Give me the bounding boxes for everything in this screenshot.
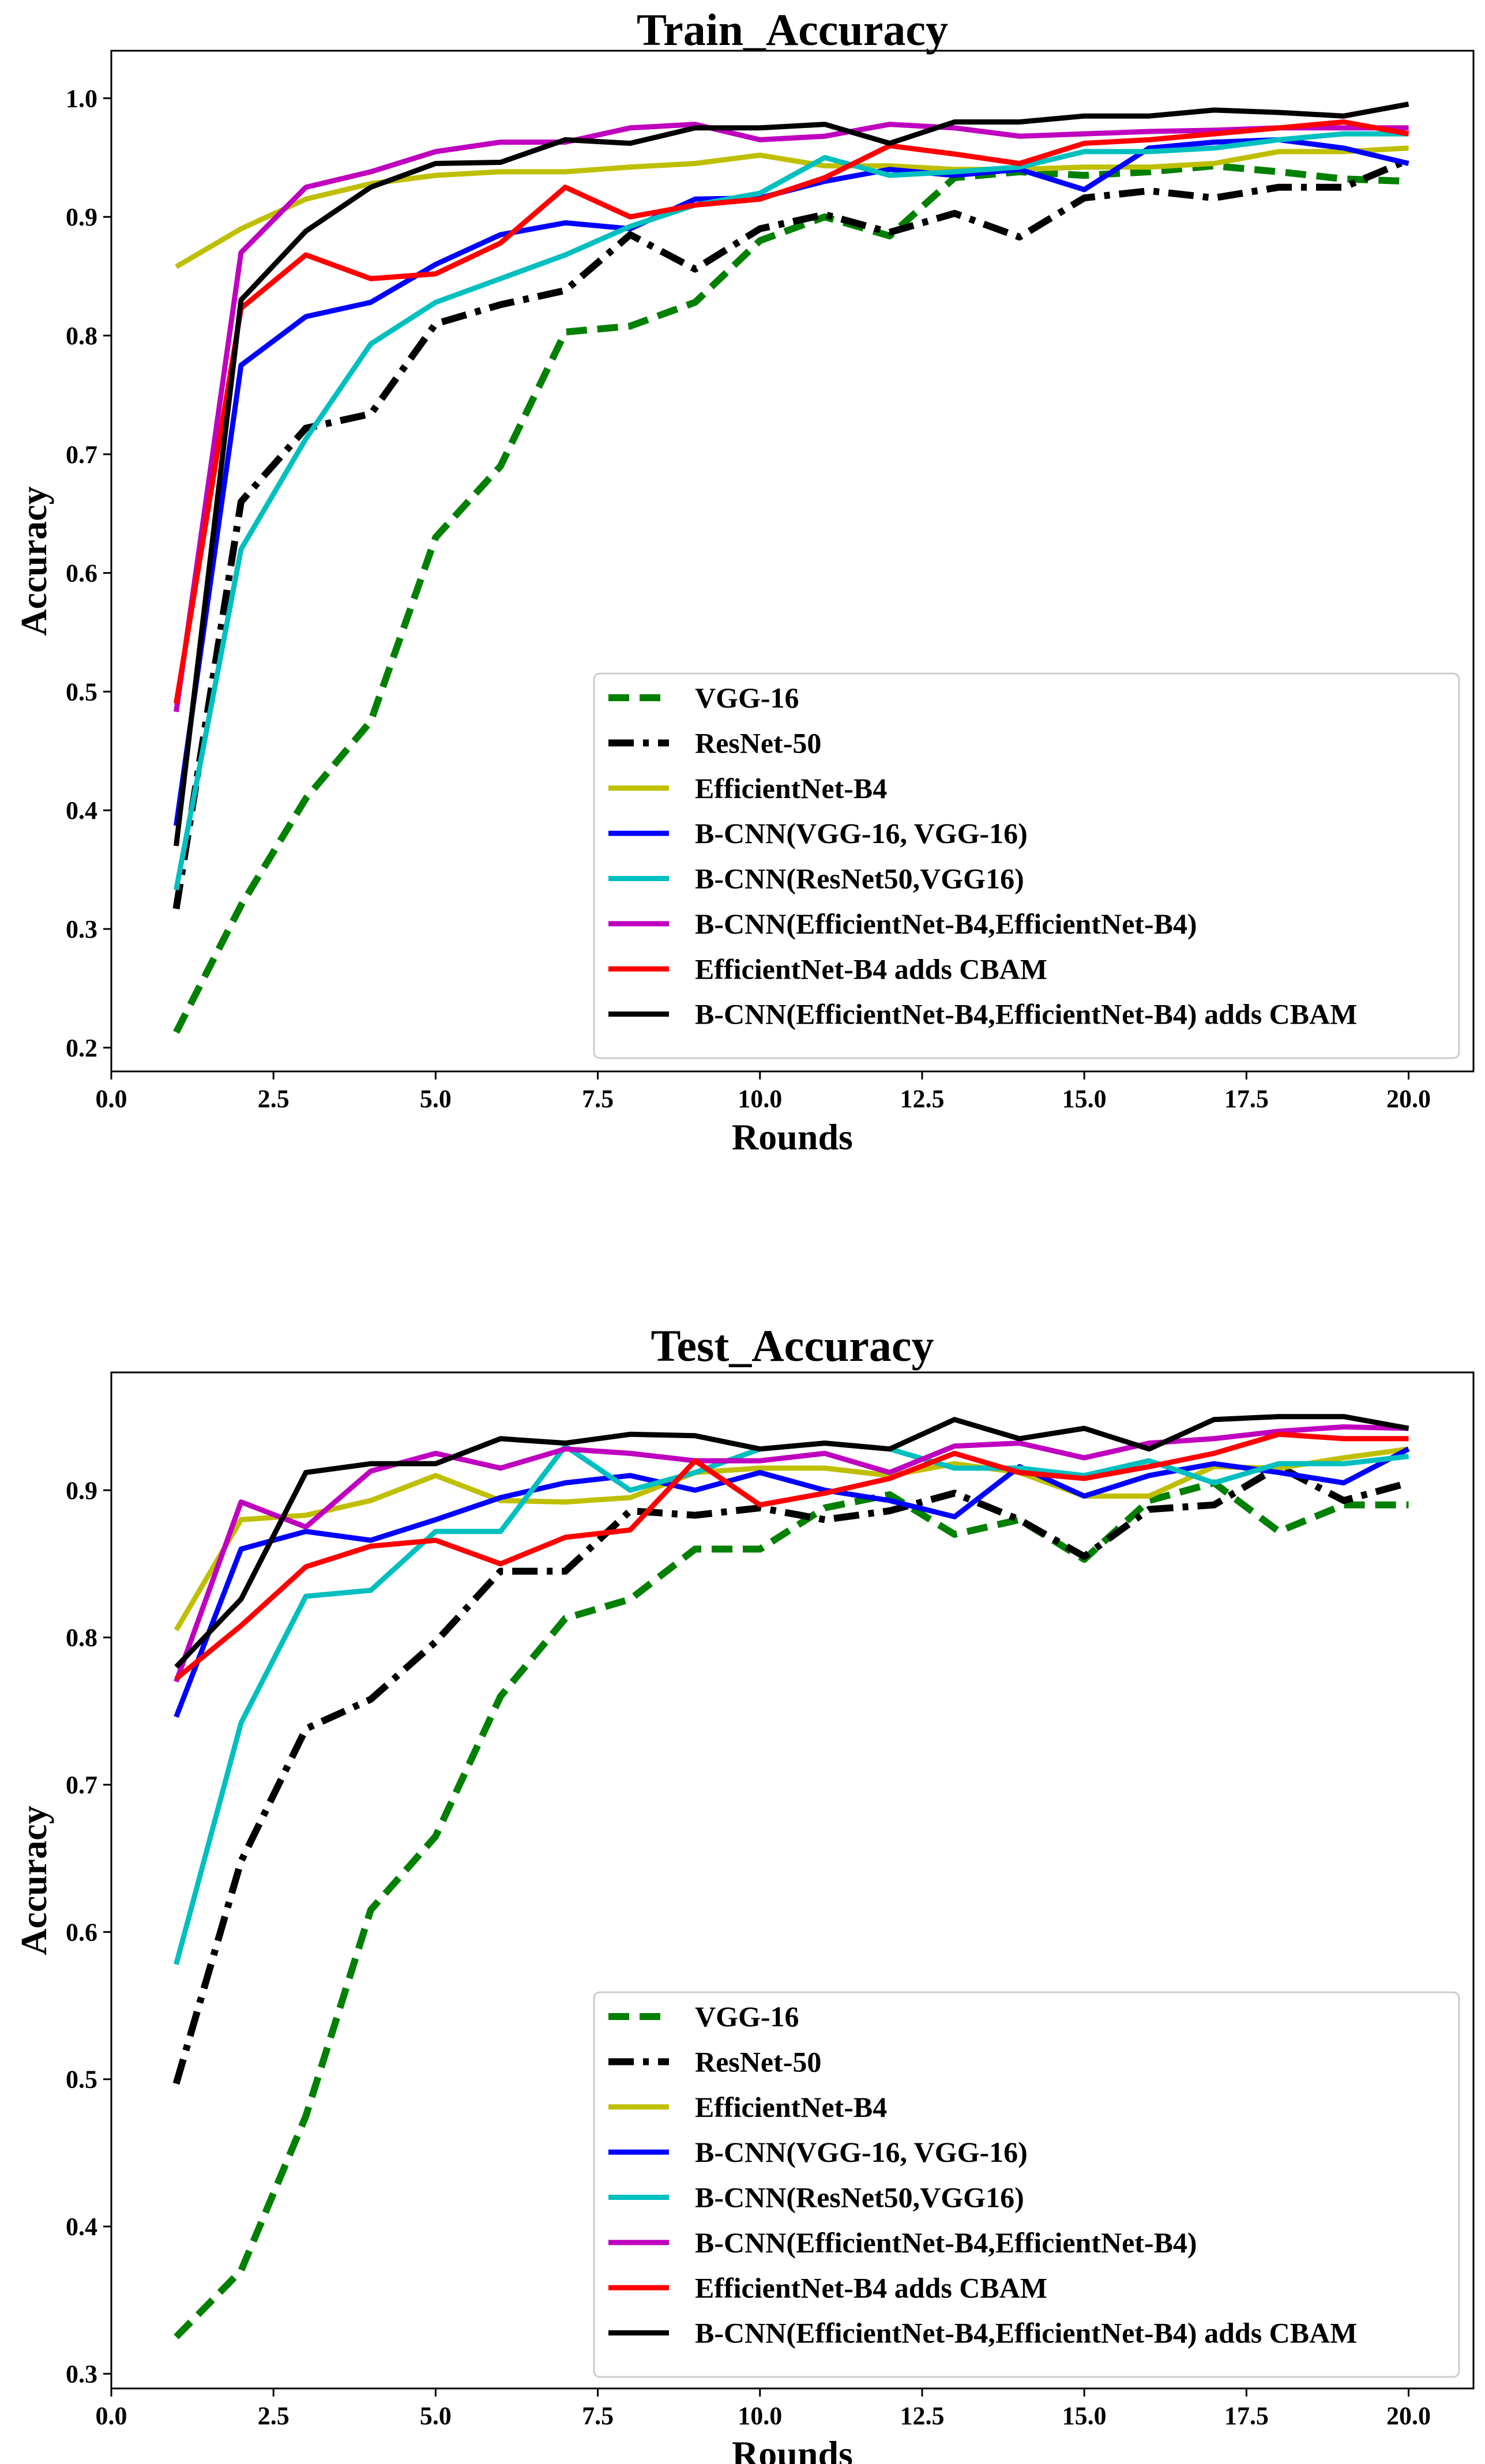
chart2-legend-label: B-CNN(EfficientNet-B4,EfficientNet-B4) <box>695 2226 1197 2259</box>
chart1-y-tick-label: 0.7 <box>66 441 97 469</box>
chart1-legend-label: B-CNN(ResNet50,VGG16) <box>695 863 1024 895</box>
chart1-legend-label: B-CNN(VGG-16, VGG-16) <box>695 817 1028 849</box>
chart2-x-tick-label: 15.0 <box>1062 2402 1107 2430</box>
chart1-x-axis-label: Rounds <box>732 1116 853 1157</box>
chart2-series-b-cnn-vgg-16-vgg-16-line <box>174 1446 1410 1718</box>
chart1-legend-label: EfficientNet-B4 adds CBAM <box>695 953 1047 985</box>
chart1-x-tick-label: 0.0 <box>96 1085 127 1113</box>
chart1-legend <box>593 672 1460 1059</box>
chart1-y-tick-label: 0.2 <box>66 1034 97 1062</box>
chart2-y-tick-label: 0.9 <box>66 1476 97 1504</box>
chart1-x-tick-label: 2.5 <box>258 1085 290 1113</box>
chart1-series-efficientnet-b4-adds-cbam-line <box>174 119 1409 704</box>
chart2-series-b-cnn-resnet50-vgg16-line <box>174 1440 1409 1965</box>
chart2-y-tick-label: 0.4 <box>66 2213 97 2241</box>
chart2-legend-label: B-CNN(ResNet50,VGG16) <box>695 2181 1024 2214</box>
chart1-x-tick-label: 10.0 <box>738 1085 782 1113</box>
chart2-x-tick-label: 5.0 <box>420 2402 452 2430</box>
chart2-series-b-cnn-efficientnet-b4-efficientnet-b4-adds-cbam-line <box>174 1414 1409 1669</box>
chart2-legend-label: B-CNN(EfficientNet-B4,EfficientNet-B4) a… <box>695 2317 1357 2349</box>
chart1-legend-label: B-CNN(EfficientNet-B4,EfficientNet-B4) a… <box>695 998 1357 1030</box>
chart1-y-tick-label: 0.3 <box>66 915 97 943</box>
chart1-series-b-cnn-efficientnet-b4-efficientnet-b4-line <box>174 122 1409 713</box>
chart2-y-tick-label: 0.5 <box>66 2066 97 2094</box>
chart2-legend-label: EfficientNet-B4 adds CBAM <box>695 2271 1047 2304</box>
chart1-y-tick-label: 1.0 <box>66 84 97 112</box>
chart2-legend-label: EfficientNet-B4 <box>695 2091 887 2123</box>
chart2-x-tick-label: 0.0 <box>96 2402 127 2430</box>
chart2-plot-frame <box>110 1371 1475 2390</box>
chart1-y-tick-label: 0.6 <box>66 559 97 588</box>
chart1-legend-label: B-CNN(EfficientNet-B4,EfficientNet-B4) <box>695 908 1197 940</box>
chart1-title: Train_Accuracy <box>637 5 948 55</box>
chart2-x-axis-label: Rounds <box>732 2433 853 2464</box>
chart1-series-resnet-50-line <box>172 156 1410 909</box>
chart2-series-b-cnn-efficientnet-b4-efficientnet-b4-line <box>174 1424 1409 1683</box>
chart2-x-tick-label: 2.5 <box>258 2402 290 2430</box>
chart1-y-tick-label: 0.5 <box>66 678 97 706</box>
chart2-series-efficientnet-b4-adds-cbam-line <box>174 1431 1409 1681</box>
chart1-legend-label: EfficientNet-B4 <box>695 772 887 804</box>
chart2-legend-label: ResNet-50 <box>695 2045 821 2078</box>
chart2-legend-label: B-CNN(VGG-16, VGG-16) <box>695 2136 1028 2168</box>
chart1-legend-label: VGG-16 <box>695 682 799 714</box>
chart2-x-tick-label: 17.5 <box>1224 2402 1269 2430</box>
chart1-x-tick-label: 20.0 <box>1386 1085 1431 1113</box>
chart2-series-efficientnet-b4-line <box>174 1446 1409 1632</box>
chart1-x-tick-label: 12.5 <box>900 1085 944 1113</box>
chart1-y-tick-label: 0.9 <box>66 203 97 231</box>
chart2-y-tick-label: 0.6 <box>66 1918 97 1946</box>
chart1-series-b-cnn-efficientnet-b4-efficientnet-b4-adds-cbam-line <box>174 101 1409 847</box>
chart2-x-tick-label: 12.5 <box>900 2402 944 2430</box>
chart1-x-tick-label: 17.5 <box>1224 1085 1269 1113</box>
chart2-y-tick-label: 0.8 <box>66 1624 97 1652</box>
chart1-y-tick-label: 0.4 <box>66 796 97 825</box>
chart2-legend-label: VGG-16 <box>695 2000 799 2033</box>
chart1-x-tick-label: 15.0 <box>1062 1085 1107 1113</box>
chart1: Train_Accuracy 0.0 2.5 5.0 7.5 10.0 12.5 15.0 17… <box>13 5 1475 1157</box>
chart1-y-tick-label: 0.8 <box>66 322 97 350</box>
chart2-x-tick-label: 7.5 <box>582 2402 614 2430</box>
chart1-series-b-cnn-resnet50-vgg16-line <box>174 131 1409 890</box>
chart2: Test_Accuracy 0.0 2.5 5.0 7.5 10.0 12.5 15.0 17.… <box>13 1321 1475 2464</box>
chart1-x-tick-label: 5.0 <box>420 1085 452 1113</box>
chart1-y-axis-label: Accuracy <box>13 486 54 635</box>
chart2-series-resnet-50-line <box>172 1463 1410 2085</box>
chart2-legend <box>593 1991 1460 2378</box>
chart2-x-tick-label: 10.0 <box>738 2402 782 2430</box>
chart1-series-vgg-16-line <box>173 162 1409 1034</box>
chart1-x-tick-label: 7.5 <box>582 1085 614 1113</box>
chart2-y-tick-label: 0.7 <box>66 1771 97 1799</box>
chart1-legend-label: ResNet-50 <box>695 727 821 759</box>
chart2-x-tick-label: 20.0 <box>1386 2402 1431 2430</box>
chart2-title: Test_Accuracy <box>651 1321 934 1371</box>
chart2-y-tick-label: 0.3 <box>66 2360 97 2388</box>
chart2-y-axis-label: Accuracy <box>13 1805 54 1955</box>
chart1-plot-frame <box>110 50 1475 1073</box>
